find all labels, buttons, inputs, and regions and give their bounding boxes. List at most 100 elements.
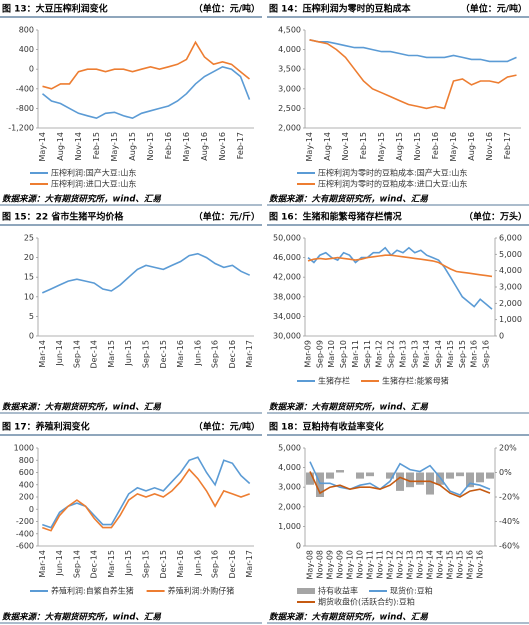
x-tick-label: Mar-14: [38, 550, 47, 578]
y-tick-label: 25: [24, 234, 34, 243]
y-tick-label: 2,500: [278, 104, 301, 113]
x-tick-label: Nov-09: [336, 550, 345, 578]
y2-tick-label: 2,000: [499, 299, 522, 308]
x-tick-label: Sep-15: [458, 340, 467, 368]
x-tick-label: Jun-15: [124, 550, 133, 577]
y-tick-label: 0: [296, 542, 301, 551]
y2-tick-label: 4,000: [499, 266, 522, 275]
x-tick-label: Aug-14: [323, 132, 332, 161]
y-tick-label: -600: [16, 542, 34, 551]
legend-label: 持有收益率: [318, 586, 358, 596]
x-tick-label: May-16: [182, 132, 191, 161]
chart-unit: （单位：元/吨）: [194, 421, 260, 433]
legend-label: 生猪存栏:能繁母猪: [382, 376, 449, 386]
x-tick-label: Aug-16: [467, 132, 476, 161]
y-tick-label: 15: [24, 273, 34, 282]
bar: [306, 472, 314, 485]
x-tick-label: Nov-14: [341, 132, 350, 160]
x-tick-label: Nov-16: [485, 132, 494, 160]
x-tick-label: Sep-16: [211, 550, 220, 578]
x-tick-label: Feb-16: [431, 132, 440, 159]
x-tick-label: Mar-15: [107, 550, 116, 578]
y-tick-label: 0: [29, 505, 34, 514]
y-tick-label: 4,000: [278, 463, 301, 472]
y-tick-label: 1,000: [278, 522, 301, 531]
source-note: 数据来源：大有期货研究所，wind、汇易: [269, 194, 428, 205]
source-note: 数据来源：大有期货研究所，wind、汇易: [269, 402, 428, 413]
bar: [416, 472, 424, 485]
bar: [396, 472, 404, 491]
y-tick-label: 46,000: [273, 253, 301, 262]
x-tick-label: Dec-15: [159, 340, 168, 369]
y-tick-label: 4,500: [278, 26, 301, 35]
x-tick-label: Mar-16: [470, 340, 479, 368]
x-tick-label: Mar-12: [375, 340, 384, 368]
x-tick-label: Feb-15: [359, 132, 368, 159]
x-tick-label: Feb-17: [503, 132, 512, 159]
y-tick-label: 10: [24, 292, 34, 301]
y2-tick-label: -20%: [499, 493, 520, 502]
source-note: 数据来源：大有期货研究所，wind、汇易: [269, 612, 428, 623]
x-tick-label: Mar-11: [351, 340, 360, 368]
legend-label: 养殖利润:外购仔猪: [168, 586, 235, 596]
x-tick-label: Mar-16: [176, 550, 185, 578]
x-tick-label: Dec-14: [90, 550, 99, 579]
x-tick-label: Feb-15: [92, 132, 101, 159]
series-line: [42, 456, 251, 529]
y-tick-label: 38,000: [273, 292, 301, 301]
legend-label: 压榨利润:国产大豆:山东: [51, 168, 136, 178]
chart-title: 图 15：22 省市生猪平均价格: [2, 211, 124, 223]
series-line: [41, 65, 251, 120]
x-tick-label: May-16: [449, 132, 458, 161]
x-tick-label: May-16: [466, 550, 475, 579]
chart-title: 图 16：生猪和能繁母猪存栏情况: [269, 211, 402, 223]
x-tick-label: Feb-17: [236, 132, 245, 159]
x-tick-label: Sep-16: [482, 340, 491, 368]
y-tick-label: 400: [19, 45, 34, 54]
series-line: [309, 461, 491, 496]
y2-tick-label: -40%: [499, 517, 520, 526]
x-tick-label: Sep-14: [72, 550, 81, 578]
bar: [466, 472, 474, 488]
x-tick-label: Sep-11: [363, 340, 372, 368]
y-tick-label: -400: [16, 529, 34, 538]
x-tick-label: May-13: [406, 550, 415, 579]
x-tick-label: Mar-14: [422, 340, 431, 368]
x-tick-label: May-11: [366, 550, 375, 579]
x-tick-label: May-09: [326, 550, 335, 579]
x-tick-label: Aug-15: [128, 132, 137, 161]
y-tick-label: 0: [29, 332, 34, 341]
y-tick-label: 200: [19, 493, 34, 502]
x-tick-label: Jun-16: [193, 550, 202, 577]
chart-title: 图 18：豆粕持有收益率变化: [269, 421, 384, 433]
series-line: [41, 252, 251, 294]
x-tick-label: Sep-12: [387, 340, 396, 368]
x-tick-label: Mar-10: [327, 340, 336, 368]
bar: [476, 472, 484, 483]
x-tick-label: Sep-14: [72, 340, 81, 368]
x-tick-label: Nov-15: [413, 132, 422, 160]
bar: [426, 472, 434, 495]
x-tick-label: Nov-12: [396, 550, 405, 578]
y-tick-label: 600: [19, 468, 34, 477]
legend-swatch: [297, 588, 315, 594]
bar: [326, 472, 334, 479]
x-tick-label: Sep-14: [434, 340, 443, 368]
bar: [356, 472, 364, 479]
x-tick-label: Dec-15: [159, 550, 168, 579]
x-tick-label: Mar-14: [38, 340, 47, 368]
y-tick-label: -800: [16, 104, 34, 113]
y2-tick-label: 3,000: [499, 283, 522, 292]
x-tick-label: Dec-14: [90, 340, 99, 369]
y2-tick-label: 0: [499, 332, 504, 341]
legend-label: 养殖利润:自繁自养生猪: [51, 586, 134, 596]
chart-unit: （单位：元/斤）: [194, 211, 260, 223]
x-tick-label: May-08: [306, 550, 315, 579]
y2-tick-label: 0%: [499, 468, 512, 477]
y-tick-label: 0: [29, 65, 34, 74]
y-tick-label: -1,200: [8, 124, 34, 133]
x-tick-label: Sep-15: [142, 340, 151, 368]
x-tick-label: Aug-15: [395, 132, 404, 161]
legend-label: 期货收盘价(活跃合约):豆粕: [318, 597, 415, 607]
bar: [316, 472, 324, 497]
